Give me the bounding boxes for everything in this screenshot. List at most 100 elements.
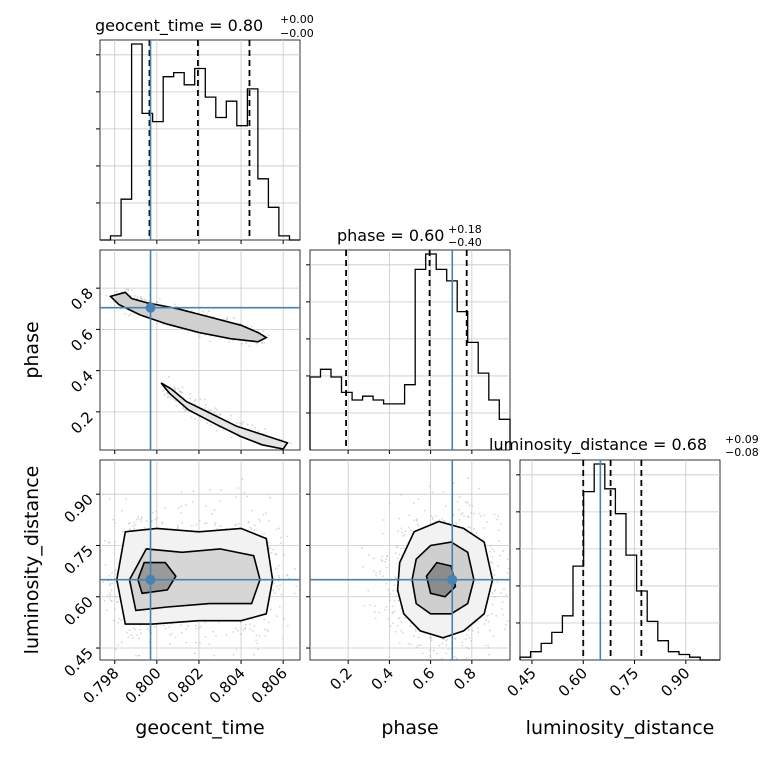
scatter-point-geocent-time-luminosity-distance <box>138 637 140 640</box>
scatter-point-phase-luminosity-distance <box>430 514 433 517</box>
scatter-point-geocent-time-luminosity-distance <box>177 524 179 527</box>
scatter-point-phase-luminosity-distance <box>478 487 480 490</box>
scatter-point-phase-luminosity-distance <box>482 538 485 541</box>
scatter-point-geocent-time-luminosity-distance <box>180 505 183 508</box>
scatter-point-geocent-time-luminosity-distance <box>212 630 215 633</box>
scatter-point-phase-luminosity-distance <box>487 644 489 647</box>
title-geocent-time-sup: +0.00 <box>280 13 314 26</box>
scatter-point-phase-luminosity-distance <box>470 512 472 514</box>
scatter-point-geocent-time-luminosity-distance <box>184 503 187 506</box>
scatter-point-phase-luminosity-distance <box>473 527 475 530</box>
scatter-point-geocent-time-luminosity-distance <box>108 597 111 600</box>
scatter-point-phase-luminosity-distance <box>453 482 455 485</box>
scatter-point-geocent-time-luminosity-distance <box>253 529 256 531</box>
scatter-point-phase-luminosity-distance <box>463 515 465 517</box>
scatter-point-geocent-time-phase <box>190 416 193 419</box>
scatter-point-phase-luminosity-distance <box>404 616 406 619</box>
scatter-point-geocent-time-luminosity-distance <box>113 619 115 622</box>
grid-layer <box>100 40 720 660</box>
scatter-point-geocent-time-luminosity-distance <box>257 648 260 651</box>
scatter-point-phase-luminosity-distance <box>438 519 441 521</box>
scatter-point-phase-luminosity-distance <box>491 603 494 606</box>
scatter-point-phase-luminosity-distance <box>397 617 400 620</box>
scatter-point-geocent-time-phase <box>268 334 270 337</box>
scatter-point-geocent-time-phase <box>194 403 196 405</box>
scatter-point-geocent-time-luminosity-distance <box>125 497 127 500</box>
scatter-point-phase-luminosity-distance <box>504 623 507 626</box>
scatter-point-geocent-time-luminosity-distance <box>141 516 143 519</box>
scatter-point-phase-luminosity-distance <box>385 582 388 585</box>
scatter-point-geocent-time-phase <box>173 385 176 388</box>
scatter-point-geocent-time-luminosity-distance <box>118 617 121 620</box>
scatter-point-geocent-time-luminosity-distance <box>219 499 222 502</box>
scatter-point-phase-luminosity-distance <box>504 628 506 630</box>
scatter-point-phase-luminosity-distance <box>396 595 398 598</box>
scatter-point-geocent-time-luminosity-distance <box>114 540 116 543</box>
scatter-point-geocent-time-phase <box>214 407 217 410</box>
ticklabel-y-phase-1: 0.4 <box>67 367 97 397</box>
scatter-point-phase-luminosity-distance <box>385 566 388 569</box>
scatter-point-geocent-time-luminosity-distance <box>191 524 193 527</box>
scatter-point-phase-luminosity-distance <box>378 572 381 575</box>
scatter-point-phase-luminosity-distance <box>497 529 500 532</box>
scatter-point-phase-luminosity-distance <box>378 611 381 614</box>
scatter-point-phase-luminosity-distance <box>495 615 498 617</box>
ticklabel-x-phase-0: 0.2 <box>326 664 356 694</box>
scatter-point-geocent-time-luminosity-distance <box>108 584 111 587</box>
scatter-point-phase-luminosity-distance <box>382 575 384 578</box>
scatter-point-phase-luminosity-distance <box>468 516 470 519</box>
contour-geocent-time-phase-0 <box>108 291 268 343</box>
title-phase-label: phase = 0.60 <box>337 226 444 245</box>
scatter-point-phase-luminosity-distance <box>404 530 407 533</box>
scatter-point-geocent-time-luminosity-distance <box>108 574 111 577</box>
contour-geocent-time-luminosity-distance-1 <box>128 548 261 612</box>
scatter-point-geocent-time-luminosity-distance <box>235 627 237 630</box>
scatter-point-geocent-time-luminosity-distance <box>117 644 120 646</box>
scatter-point-phase-luminosity-distance <box>478 512 481 515</box>
scatter-point-phase-luminosity-distance <box>387 588 389 591</box>
scatter-point-phase-luminosity-distance <box>465 657 468 659</box>
scatter-point-geocent-time-luminosity-distance <box>208 643 211 646</box>
scatter-point-phase-luminosity-distance <box>430 636 433 639</box>
scatter-point-geocent-time-luminosity-distance <box>270 551 273 554</box>
scatter-point-geocent-time-luminosity-distance <box>135 518 138 521</box>
scatter-point-geocent-time-luminosity-distance <box>127 636 130 638</box>
ticklabel-x-geocent_time-0: 0.798 <box>79 664 122 707</box>
scatter-point-phase-luminosity-distance <box>385 606 388 608</box>
scatter-point-geocent-time-phase <box>213 411 216 414</box>
scatter-point-geocent-time-luminosity-distance <box>263 618 266 621</box>
scatter-point-geocent-time-luminosity-distance <box>277 564 280 567</box>
scatter-point-phase-luminosity-distance <box>493 596 496 598</box>
scatter-point-phase-luminosity-distance <box>430 639 433 642</box>
scatter-point-phase-luminosity-distance <box>466 515 469 518</box>
scatter-point-geocent-time-phase <box>174 387 176 390</box>
scatter-point-phase-luminosity-distance <box>393 584 396 587</box>
scatter-point-geocent-time-luminosity-distance <box>137 515 140 518</box>
scatter-point-phase-luminosity-distance <box>407 642 410 645</box>
scatter-point-geocent-time-luminosity-distance <box>249 526 252 529</box>
scatter-point-phase-luminosity-distance <box>507 567 510 570</box>
scatter-point-phase-luminosity-distance <box>396 546 398 549</box>
scatter-point-geocent-time-luminosity-distance <box>255 634 258 637</box>
scatter-point-geocent-time-phase <box>215 408 218 411</box>
scatter-point-geocent-time-luminosity-distance <box>127 522 130 525</box>
scatter-point-geocent-time-phase <box>169 396 172 399</box>
scatter-point-geocent-time-phase <box>127 289 130 292</box>
ylabel-luminosity-distance: luminosity_distance <box>21 466 43 655</box>
truth-point-geocent_time-luminosity_distance <box>145 574 156 585</box>
scatter-point-geocent-time-phase <box>194 398 197 401</box>
scatter-point-geocent-time-luminosity-distance <box>185 641 188 644</box>
scatter-point-phase-luminosity-distance <box>477 627 480 630</box>
scatter-point-phase-luminosity-distance <box>465 501 467 504</box>
scatter-point-geocent-time-luminosity-distance <box>255 639 257 642</box>
scatter-point-geocent-time-luminosity-distance <box>269 547 271 549</box>
scatter-point-geocent-time-luminosity-distance <box>104 563 107 566</box>
scatter-point-geocent-time-phase <box>172 398 174 401</box>
scatter-point-geocent-time-luminosity-distance <box>129 522 132 524</box>
scatter-point-geocent-time-luminosity-distance <box>176 526 179 529</box>
scatter-point-geocent-time-luminosity-distance <box>264 635 266 637</box>
scatter-point-geocent-time-luminosity-distance <box>235 496 238 498</box>
scatter-point-geocent-time-luminosity-distance <box>169 643 172 645</box>
scatter-point-geocent-time-luminosity-distance <box>181 522 184 524</box>
scatter-point-geocent-time-luminosity-distance <box>114 608 116 610</box>
